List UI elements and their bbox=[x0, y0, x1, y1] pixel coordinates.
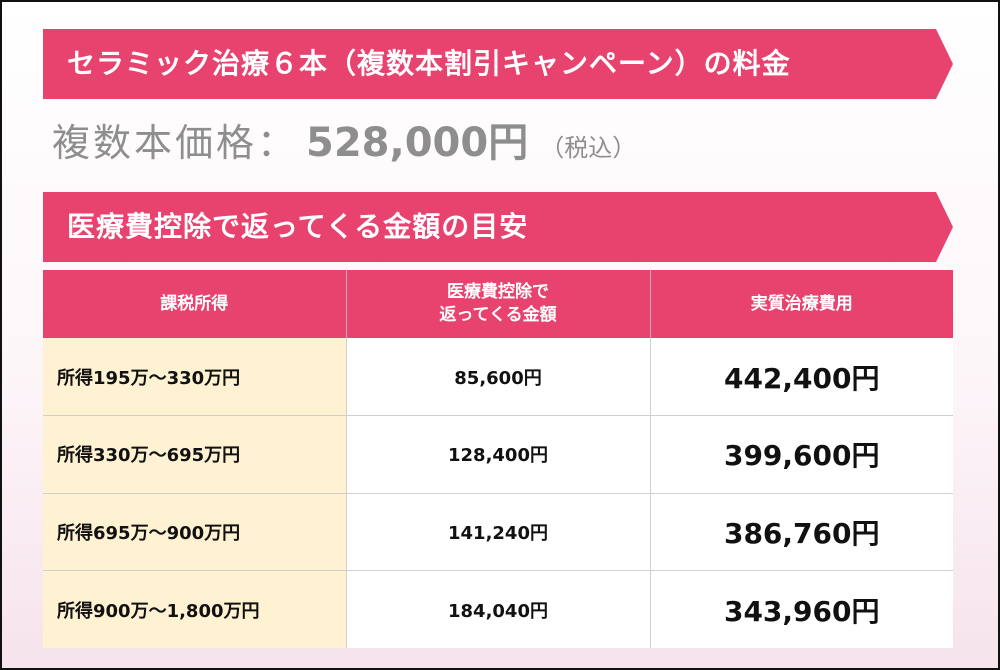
actual-cost-cell: 442,400円 bbox=[650, 338, 953, 416]
refund-banner-text: 医療費控除で返ってくる金額の目安 bbox=[67, 210, 529, 243]
refund-table: 課税所得 医療費控除で 返ってくる金額 実質治療費用 所得195万～330万円 … bbox=[43, 270, 953, 648]
income-bracket-cell: 所得900万～1,800万円 bbox=[43, 570, 347, 648]
header-actual-cost: 実質治療費用 bbox=[650, 270, 953, 338]
price-tax-note: （税込） bbox=[540, 134, 637, 162]
header-refund: 医療費控除で 返ってくる金額 bbox=[346, 270, 651, 338]
fee-banner: セラミック治療６本（複数本割引キャンペーン）の料金 bbox=[43, 29, 953, 99]
table-header-row: 課税所得 医療費控除で 返ってくる金額 実質治療費用 bbox=[43, 270, 953, 338]
refund-amount-cell: 141,240円 bbox=[346, 493, 651, 571]
actual-cost-cell: 343,960円 bbox=[650, 570, 953, 648]
actual-cost-cell: 399,600円 bbox=[650, 415, 953, 494]
price-label: 複数本価格： bbox=[52, 121, 299, 165]
fee-banner-text: セラミック治療６本（複数本割引キャンペーン）の料金 bbox=[67, 47, 791, 80]
multi-tooth-price: 複数本価格： 528,000円 （税込） bbox=[52, 110, 636, 170]
refund-amount-cell: 128,400円 bbox=[346, 415, 651, 494]
refund-banner: 医療費控除で返ってくる金額の目安 bbox=[43, 192, 953, 262]
actual-cost-cell: 386,760円 bbox=[650, 493, 953, 571]
table-row: 所得695万～900万円 141,240円 386,760円 bbox=[43, 493, 953, 571]
table-row: 所得330万～695万円 128,400円 399,600円 bbox=[43, 415, 953, 494]
price-value: 528,000円 bbox=[306, 120, 529, 166]
header-income: 課税所得 bbox=[43, 270, 347, 338]
income-bracket-cell: 所得195万～330万円 bbox=[43, 338, 347, 416]
table-row: 所得195万～330万円 85,600円 442,400円 bbox=[43, 338, 953, 416]
income-bracket-cell: 所得330万～695万円 bbox=[43, 415, 347, 494]
refund-amount-cell: 85,600円 bbox=[346, 338, 651, 416]
income-bracket-cell: 所得695万～900万円 bbox=[43, 493, 347, 571]
table-row: 所得900万～1,800万円 184,040円 343,960円 bbox=[43, 570, 953, 648]
refund-amount-cell: 184,040円 bbox=[346, 570, 651, 648]
